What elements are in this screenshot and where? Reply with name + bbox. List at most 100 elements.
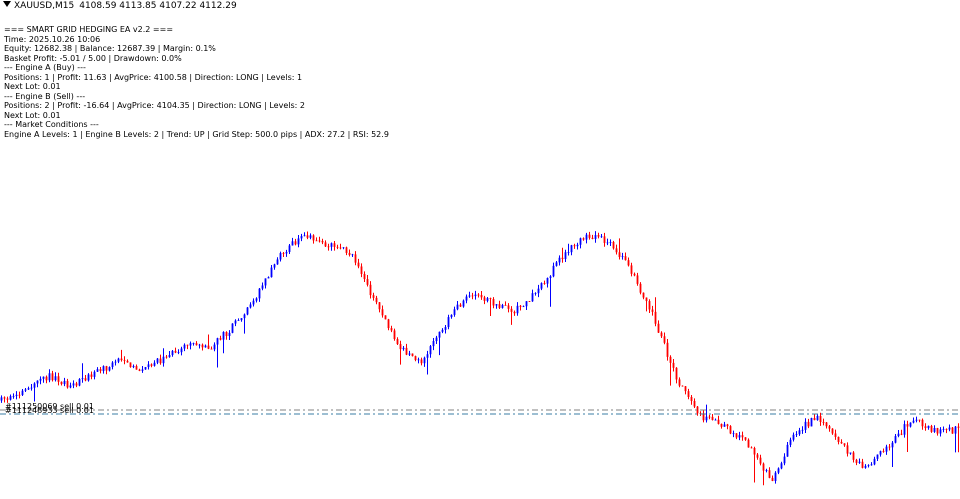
candle-bear: [390, 328, 393, 331]
candle-bear: [528, 301, 531, 302]
candle-bear: [762, 463, 765, 471]
candle-bull: [705, 416, 708, 421]
candle-bear: [411, 353, 414, 357]
candle-bull: [402, 347, 405, 350]
candle-bear: [573, 245, 576, 247]
candle-bull: [12, 395, 15, 397]
candle-bear: [936, 428, 939, 434]
info-line: Positions: 1 | Profit: 11.63 | AvgPrice:…: [4, 72, 303, 82]
candle-bull: [927, 425, 930, 429]
candle-bull: [153, 362, 156, 366]
candle-bull: [570, 245, 573, 253]
candle-bull: [33, 383, 36, 388]
candle-bear: [138, 369, 141, 371]
candle-bull: [474, 294, 477, 297]
candle-bull: [246, 307, 249, 315]
candle-bull: [495, 304, 498, 306]
candle-bull: [534, 293, 537, 294]
candle-bear: [825, 422, 828, 427]
candle-bull: [108, 367, 111, 371]
dropdown-triangle-icon[interactable]: [3, 1, 11, 7]
candle-bear: [327, 246, 330, 248]
candle-bull: [867, 465, 870, 467]
candle-bear: [771, 477, 774, 481]
candle-bull: [858, 461, 861, 463]
candle-bull: [228, 332, 231, 337]
candle-bull: [801, 429, 804, 431]
candle-bull: [954, 426, 957, 434]
candle-bear: [363, 273, 366, 280]
order-line-label: #111248933 sell 0.01: [5, 406, 94, 415]
candle-bear: [753, 448, 756, 455]
candle-bear: [543, 283, 546, 284]
candle-bull: [579, 238, 582, 245]
candle-bull: [42, 376, 45, 379]
candle-bear: [597, 235, 600, 237]
candle-bull: [93, 371, 96, 377]
candle-bull: [606, 242, 609, 244]
candle-bull: [600, 236, 603, 238]
candle-bear: [708, 416, 711, 418]
candle-bull: [423, 357, 426, 364]
candle-bear: [684, 386, 687, 392]
candle-bear: [615, 248, 618, 253]
candle-bull: [39, 378, 42, 381]
candle-bull: [777, 468, 780, 473]
candle-bull: [525, 301, 528, 307]
candle-bull: [297, 238, 300, 245]
candle-bull: [15, 394, 18, 396]
candle-bull: [537, 288, 540, 294]
info-line: Basket Profit: -5.01 / 5.00 | Drawdown: …: [4, 53, 182, 63]
candle-bear: [405, 347, 408, 355]
candle-bear: [807, 421, 810, 427]
candle-bull: [309, 235, 312, 238]
candle-bear: [120, 358, 123, 361]
candle-bull: [885, 446, 888, 452]
candle-bear: [57, 376, 60, 382]
candle-bull: [429, 346, 432, 355]
candle-bull: [234, 320, 237, 324]
candle-bear: [888, 446, 891, 448]
candle-bull: [132, 366, 135, 368]
candle-bear: [345, 247, 348, 253]
candle-bear: [99, 369, 102, 372]
candle-bull: [417, 359, 420, 361]
candle-bull: [792, 434, 795, 440]
candle-bull: [144, 367, 147, 370]
candle-bear: [393, 330, 396, 340]
candle-bear: [489, 298, 492, 300]
candle-bear: [744, 437, 747, 440]
candle-bull: [63, 380, 66, 385]
candle-bear: [648, 301, 651, 310]
candle-bear: [84, 378, 87, 381]
candle-bull: [270, 267, 273, 278]
candle-bear: [129, 362, 132, 368]
candle-bear: [513, 311, 516, 314]
candle-bear: [6, 398, 9, 400]
candle-bull: [426, 354, 429, 358]
candle-bull: [0, 397, 3, 401]
candle-bear: [672, 362, 675, 368]
candle-bull: [189, 343, 192, 346]
candle-bear: [843, 443, 846, 446]
candle-bear: [840, 441, 843, 444]
candle-bull: [804, 421, 807, 430]
candle-bear: [480, 295, 483, 298]
candle-bull: [111, 362, 114, 368]
candle-bear: [735, 433, 738, 438]
candle-bull: [204, 345, 207, 348]
candle-bull: [594, 235, 597, 239]
candle-bull: [462, 300, 465, 307]
candle-bear: [612, 241, 615, 249]
candle-bull: [891, 442, 894, 448]
candle-bull: [96, 369, 99, 372]
candle-bear: [639, 283, 642, 293]
candle-bear: [504, 305, 507, 306]
candle-bear: [717, 419, 720, 424]
candle-bear: [339, 247, 342, 249]
candle-bear: [396, 339, 399, 345]
candle-bull: [102, 366, 105, 372]
candle-bear: [318, 240, 321, 242]
candle-bear: [882, 451, 885, 452]
